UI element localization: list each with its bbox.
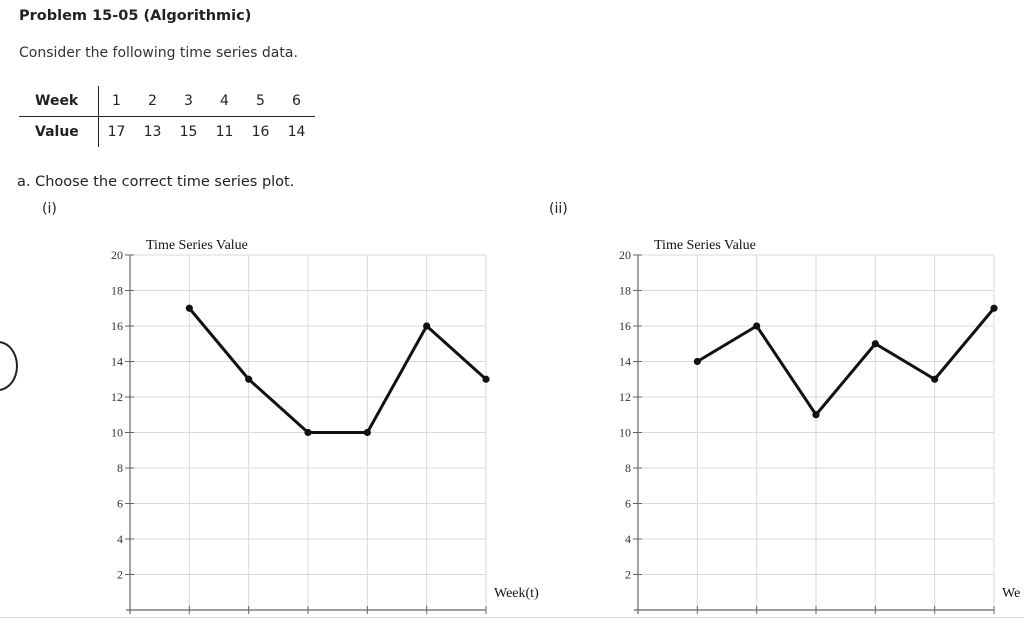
table-row-value: Value 17 13 15 11 16 14 — [19, 116, 315, 147]
y-tick-label: 2 — [625, 568, 631, 582]
time-series-table: Week 1 2 3 4 5 6 Value 17 13 15 11 16 14 — [19, 86, 315, 147]
y-axis-title: Time Series Value — [146, 238, 248, 253]
option-label-i: (i) — [42, 201, 57, 217]
week-cell: 3 — [170, 86, 207, 117]
table-row-week: Week 1 2 3 4 5 6 — [19, 86, 315, 117]
problem-title: Problem 15-05 (Algorithmic) — [19, 8, 252, 24]
y-tick-label: 16 — [111, 319, 123, 333]
y-tick-label: 14 — [111, 355, 123, 369]
data-point — [423, 322, 431, 330]
value-cell: 13 — [143, 124, 162, 140]
data-point — [185, 304, 193, 312]
row-label-week: Week — [19, 86, 99, 117]
divider — [0, 617, 1024, 618]
data-point — [304, 428, 312, 437]
problem-intro: Consider the following time series data. — [19, 45, 298, 61]
y-tick-label: 18 — [111, 284, 123, 298]
y-tick-label: 6 — [117, 497, 123, 511]
x-axis-title: Week(t) — [494, 586, 539, 601]
y-tick-label: 14 — [619, 355, 631, 369]
y-tick-label: 4 — [625, 532, 631, 546]
y-axis-title: Time Series Value — [654, 238, 756, 253]
option-label-ii: (ii) — [549, 201, 568, 217]
x-axis-title: We — [1002, 586, 1020, 601]
y-tick-label: 16 — [619, 319, 631, 333]
question-text: a. Choose the correct time series plot. — [17, 174, 295, 190]
series-line — [695, 306, 996, 417]
data-point — [812, 411, 820, 419]
value-cell: 16 — [251, 124, 270, 140]
data-point — [245, 375, 253, 383]
data-point — [990, 304, 998, 312]
value-cell: 14 — [287, 124, 306, 140]
week-cell: 5 — [242, 86, 279, 117]
data-point — [931, 375, 939, 383]
y-tick-label: 4 — [117, 532, 123, 546]
data-point — [693, 357, 701, 366]
series-line — [187, 306, 488, 434]
week-cell: 4 — [206, 86, 243, 117]
data-point — [482, 375, 490, 383]
y-tick-label: 12 — [111, 390, 123, 404]
week-cell: 2 — [134, 86, 171, 117]
data-point — [363, 428, 371, 437]
value-cell: 11 — [215, 124, 234, 140]
week-cell: 1 — [98, 86, 135, 117]
y-tick-label: 10 — [111, 426, 123, 440]
value-cell: 17 — [107, 124, 126, 140]
y-tick-label: 20 — [111, 248, 123, 262]
data-point — [753, 322, 761, 330]
value-cell: 15 — [179, 124, 198, 140]
y-tick-label: 8 — [117, 461, 123, 475]
y-tick-label: 8 — [625, 461, 631, 475]
y-tick-label: 2 — [117, 568, 123, 582]
y-tick-label: 20 — [619, 248, 631, 262]
y-tick-label: 12 — [619, 390, 631, 404]
row-label-value: Value — [19, 116, 99, 147]
y-tick-label: 10 — [619, 426, 631, 440]
week-cell: 6 — [278, 86, 315, 117]
y-tick-label: 6 — [625, 497, 631, 511]
data-point — [871, 340, 879, 348]
y-tick-label: 18 — [619, 284, 631, 298]
